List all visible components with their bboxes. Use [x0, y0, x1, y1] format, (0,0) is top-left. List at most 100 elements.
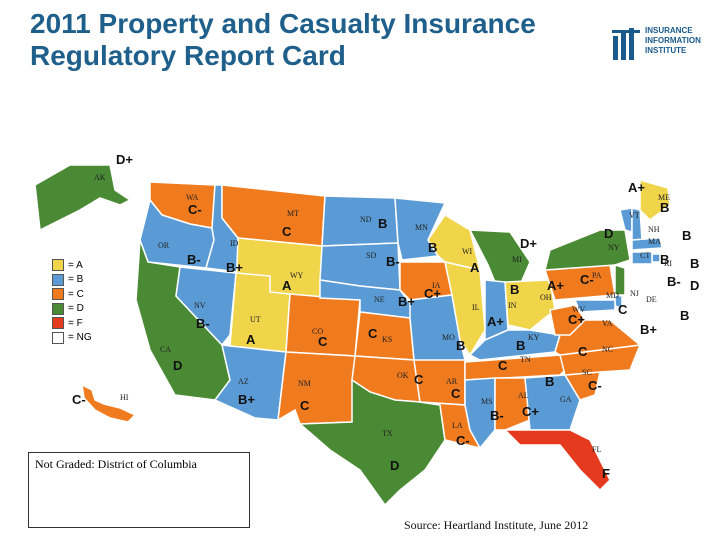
state-abbr-md: MD — [606, 291, 619, 300]
state-grade-wa: C- — [188, 202, 202, 217]
state-grade-nm: C — [300, 398, 310, 413]
state-abbr-la: LA — [452, 421, 463, 430]
state-abbr-il: IL — [472, 303, 480, 312]
state-abbr-ga: GA — [560, 395, 572, 404]
legend-item: = C — [52, 287, 92, 302]
state-grade-nv: B- — [196, 316, 210, 331]
legend-swatch — [52, 331, 64, 344]
legend-swatch — [52, 259, 64, 272]
state-grade-tx: D — [390, 458, 399, 473]
state-grade-il: A+ — [487, 314, 504, 329]
state-abbr-wv: WV — [572, 305, 586, 314]
state-abbr-nc: NC — [602, 345, 613, 354]
state-grade-ia: C+ — [424, 286, 441, 301]
state-grade-mt: C — [282, 224, 292, 239]
state-abbr-ks: KS — [382, 335, 392, 344]
legend-swatch — [52, 288, 64, 301]
state-abbr-nd: ND — [360, 215, 372, 224]
state-grade-sd: B- — [386, 254, 400, 269]
state-wv — [549, 304, 586, 336]
logo-text: INSURANCE INFORMATION INSTITUTE — [645, 26, 701, 55]
legend-label: = D — [68, 303, 84, 315]
legend-swatch — [52, 302, 64, 315]
state-grade-pa: C- — [580, 272, 594, 287]
state-grade-ms: B- — [490, 408, 504, 423]
state-grade-mi: D+ — [520, 236, 537, 251]
source-note: Source: Heartland Institute, June 2012 — [404, 518, 589, 532]
state-abbr-mt: MT — [287, 209, 299, 218]
state-grade-in: B — [510, 282, 519, 297]
state-abbr-id: ID — [230, 239, 239, 248]
state-grade-hi: C- — [72, 392, 86, 407]
state-grade-az: B+ — [238, 392, 255, 407]
state-grade-ri: B — [690, 256, 699, 271]
legend-label: = C — [68, 288, 84, 300]
state-nm — [277, 351, 356, 425]
state-ky — [468, 329, 561, 361]
state-ct — [631, 251, 653, 265]
legend-item: = D — [52, 302, 92, 317]
state-grade-de: B — [680, 308, 689, 323]
legend-item: = NG — [52, 331, 92, 346]
not-graded-note: Not Graded: District of Columbia — [28, 452, 250, 528]
state-abbr-mn: MN — [415, 223, 428, 232]
state-grade-nh: B — [682, 228, 691, 243]
state-abbr-wy: WY — [290, 271, 304, 280]
state-abbr-ca: CA — [160, 345, 171, 354]
state-abbr-nv: NV — [194, 301, 206, 310]
state-grade-or: B- — [187, 252, 201, 267]
state-grade-ga: B — [545, 374, 554, 389]
state-grade-ne: B+ — [398, 294, 415, 309]
state-grade-ca: D — [173, 358, 182, 373]
state-abbr-tx: TX — [382, 429, 393, 438]
state-abbr-mi: MI — [512, 255, 522, 264]
state-abbr-me: ME — [658, 193, 670, 202]
state-abbr-az: AZ — [238, 377, 249, 386]
state-grade-ut: A — [246, 332, 256, 347]
state-grade-fl: F — [602, 466, 610, 481]
state-nv — [175, 266, 237, 347]
legend-label: = NG — [68, 332, 92, 344]
state-grade-ny: D — [604, 226, 613, 241]
state-oh — [504, 279, 556, 331]
state-al — [494, 377, 531, 431]
state-abbr-va: VA — [602, 319, 613, 328]
state-abbr-co: CO — [312, 327, 323, 336]
state-abbr-pa: PA — [592, 271, 602, 280]
state-abbr-in: IN — [508, 301, 517, 310]
state-grade-wi: A — [470, 260, 480, 275]
legend: = A = B = C = D = F = NG — [52, 258, 92, 345]
state-grade-ok: C — [414, 372, 424, 387]
state-ri — [651, 253, 661, 263]
state-grade-ak: D+ — [116, 152, 133, 167]
state-grade-la: C- — [456, 433, 470, 448]
state-fl — [503, 429, 611, 492]
iii-logo-icon — [612, 28, 640, 60]
state-grade-ks: C — [368, 326, 378, 341]
state-ak — [34, 164, 132, 232]
state-abbr-fl: FL — [592, 445, 601, 454]
state-abbr-ut: UT — [250, 315, 261, 324]
state-grade-ar: C — [451, 386, 461, 401]
state-grade-mn: B — [428, 240, 437, 255]
state-grade-ky: B — [516, 338, 525, 353]
legend-swatch — [52, 273, 64, 286]
state-grade-vt: B — [660, 200, 669, 215]
state-grade-sc: C- — [588, 378, 602, 393]
state-me — [639, 179, 671, 221]
state-abbr-hi: HI — [120, 393, 129, 402]
state-grade-id: B+ — [226, 260, 243, 275]
state-abbr-al: AL — [518, 391, 529, 400]
page-title: 2011 Property and Casualty Insurance Reg… — [30, 8, 536, 71]
state-abbr-ny: NY — [608, 243, 620, 252]
state-grade-wy: A — [282, 278, 292, 293]
state-abbr-de: DE — [646, 295, 657, 304]
state-grade-ct: B- — [667, 274, 681, 289]
state-abbr-ri: RI — [664, 259, 672, 268]
state-abbr-ak: AK — [94, 173, 106, 182]
state-mt — [221, 184, 326, 247]
state-abbr-ok: OK — [397, 371, 409, 380]
state-abbr-tn: TN — [520, 355, 531, 364]
state-hi — [81, 383, 137, 423]
